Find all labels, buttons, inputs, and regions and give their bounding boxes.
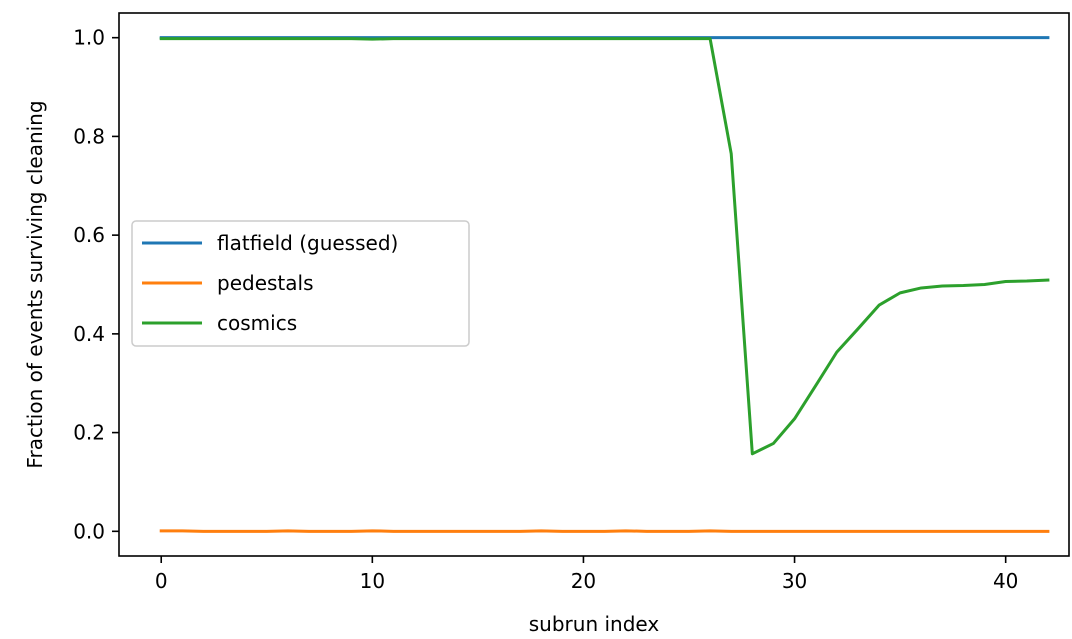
- axes: 0 10 20 30 40 0.0 0.2 0.4 0.6 0.8 1.0: [73, 12, 1070, 593]
- y-tick-label: 0.2: [73, 421, 105, 445]
- y-tick-label: 0.6: [73, 223, 105, 247]
- x-axis-label: subrun index: [529, 612, 660, 636]
- x-tick-label: 30: [782, 569, 807, 593]
- y-tick-label: 0.0: [73, 519, 105, 543]
- legend-label-flatfield-guessed: flatfield (guessed): [217, 231, 398, 255]
- plot-frame: [118, 12, 1070, 557]
- y-axis-label: Fraction of events surviving cleaning: [23, 100, 47, 468]
- legend: flatfield (guessed) pedestals cosmics: [131, 220, 470, 347]
- y-tick-label: 1.0: [73, 26, 105, 50]
- x-tick-label: 20: [571, 569, 596, 593]
- series-line-cosmics: [159, 37, 1050, 456]
- legend-box: [131, 220, 470, 347]
- y-tick-label: 0.4: [73, 322, 105, 346]
- legend-label-cosmics: cosmics: [217, 311, 297, 335]
- series-line-pedestals: [159, 529, 1050, 533]
- y-tick-label: 0.8: [73, 124, 105, 148]
- x-tick-label: 0: [155, 569, 168, 593]
- x-tick-label: 40: [993, 569, 1018, 593]
- plot-area: [159, 36, 1050, 533]
- x-tick-label: 10: [360, 569, 385, 593]
- legend-label-pedestals: pedestals: [217, 271, 314, 295]
